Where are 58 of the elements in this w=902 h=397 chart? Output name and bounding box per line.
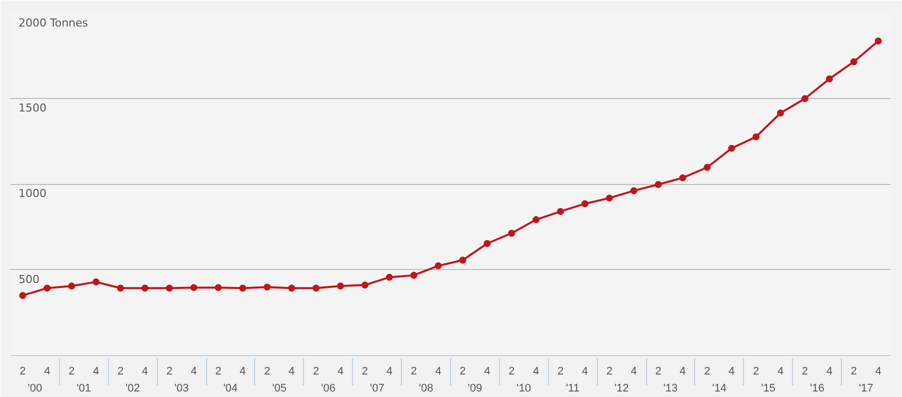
x-tick-label: 4 [728, 366, 735, 378]
x-tick-label: 2 [606, 366, 612, 378]
x-tick-label: 2 [557, 366, 564, 378]
text: '14 [712, 382, 727, 394]
x-tick-label: 4 [582, 366, 588, 378]
x-tick-label: 4 [484, 366, 490, 378]
x-tick-label: 4 [288, 366, 295, 378]
text: '04 [223, 382, 238, 394]
x-tick-label: 4 [92, 366, 100, 378]
text: '13 [663, 382, 678, 394]
x-tick-label: 2 [410, 366, 417, 378]
text: '15 [761, 382, 776, 394]
x-tick-label: 2 [264, 366, 270, 378]
x-tick-label: 2 [20, 366, 26, 378]
x-tick-label: 2 [362, 366, 368, 378]
x-tick-label: 2 [215, 366, 222, 378]
x-tick-label: 4 [532, 366, 540, 378]
x-tick-label: 2 [508, 366, 515, 378]
text: '17 [858, 382, 874, 394]
text: '00 [28, 382, 42, 394]
x-tick-label: 4 [240, 366, 246, 378]
x-tick-label: 4 [630, 366, 637, 378]
text: '06 [321, 382, 336, 394]
x-tick-label: 2 [460, 366, 466, 378]
x-tick-label: 4 [44, 366, 50, 378]
x-tick-label: 4 [680, 366, 686, 378]
x-tick-label: 4 [435, 366, 442, 378]
x-tick-label: 4 [190, 366, 197, 378]
x-tick-label: 4 [826, 366, 832, 378]
text: '12 [614, 382, 629, 394]
x-tick-label: 4 [337, 366, 344, 378]
y-tick-label: 2000 Tonnes [18, 16, 88, 30]
x-tick-label: 2 [166, 366, 172, 378]
text: '05 [272, 382, 287, 394]
x-tick-label: 2 [850, 366, 857, 378]
x-tick-label: 4 [777, 366, 784, 378]
text: '02 [126, 382, 140, 394]
text: '09 [468, 382, 482, 394]
y-tick-label: 1000 [18, 187, 46, 200]
x-tick-label: 4 [142, 366, 148, 378]
y-tick-label: 1500 [18, 101, 46, 114]
text: '01 [76, 382, 92, 394]
x-tick-label: 2 [655, 366, 662, 378]
text: '10 [516, 382, 532, 394]
text: '07 [370, 382, 384, 394]
x-tick-label: 4 [386, 366, 392, 378]
x-tick-label: 2 [312, 366, 320, 378]
x-tick-label: 4 [875, 366, 882, 378]
x-tick-label: 2 [68, 366, 75, 378]
text: '03 [174, 382, 189, 394]
x-tick-label: 2 [117, 366, 124, 378]
text: '16 [810, 382, 824, 394]
text: '08 [418, 382, 434, 394]
x-tick-label: 2 [802, 366, 808, 378]
x-tick-label: 2 [704, 366, 710, 378]
text: '11 [566, 382, 580, 394]
x-tick-label: 2 [752, 366, 760, 378]
y-tick-label: 500 [18, 272, 40, 286]
